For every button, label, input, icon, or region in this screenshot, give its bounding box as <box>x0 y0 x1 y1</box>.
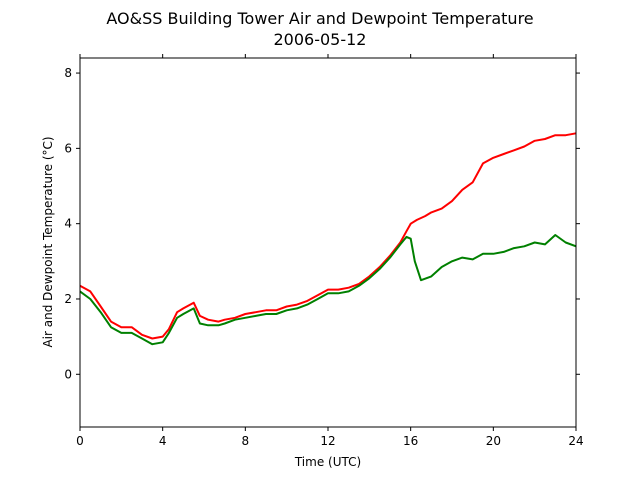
x-tick-label: 8 <box>242 434 250 448</box>
chart-title: AO&SS Building Tower Air and Dewpoint Te… <box>106 9 533 28</box>
x-tick-label: 24 <box>568 434 583 448</box>
chart-subtitle: 2006-05-12 <box>274 30 367 49</box>
series-line-0 <box>79 132 577 340</box>
x-axis-label: Time (UTC) <box>294 455 361 469</box>
x-tick-label: 4 <box>159 434 167 448</box>
x-tick-label: 0 <box>76 434 84 448</box>
y-tick-label: 4 <box>64 217 72 231</box>
x-tick-label: 16 <box>403 434 418 448</box>
series-line-1 <box>79 234 577 346</box>
y-tick-label: 6 <box>64 141 72 155</box>
plot-frame <box>79 57 577 428</box>
y-tick-label: 8 <box>64 66 72 80</box>
y-tick-label: 2 <box>64 292 72 306</box>
y-axis-label: Air and Dewpoint Temperature (°C) <box>41 136 55 347</box>
x-tick-label: 12 <box>320 434 335 448</box>
x-tick-label: 20 <box>486 434 501 448</box>
y-tick-label: 0 <box>64 367 72 381</box>
series-layer <box>79 132 577 346</box>
